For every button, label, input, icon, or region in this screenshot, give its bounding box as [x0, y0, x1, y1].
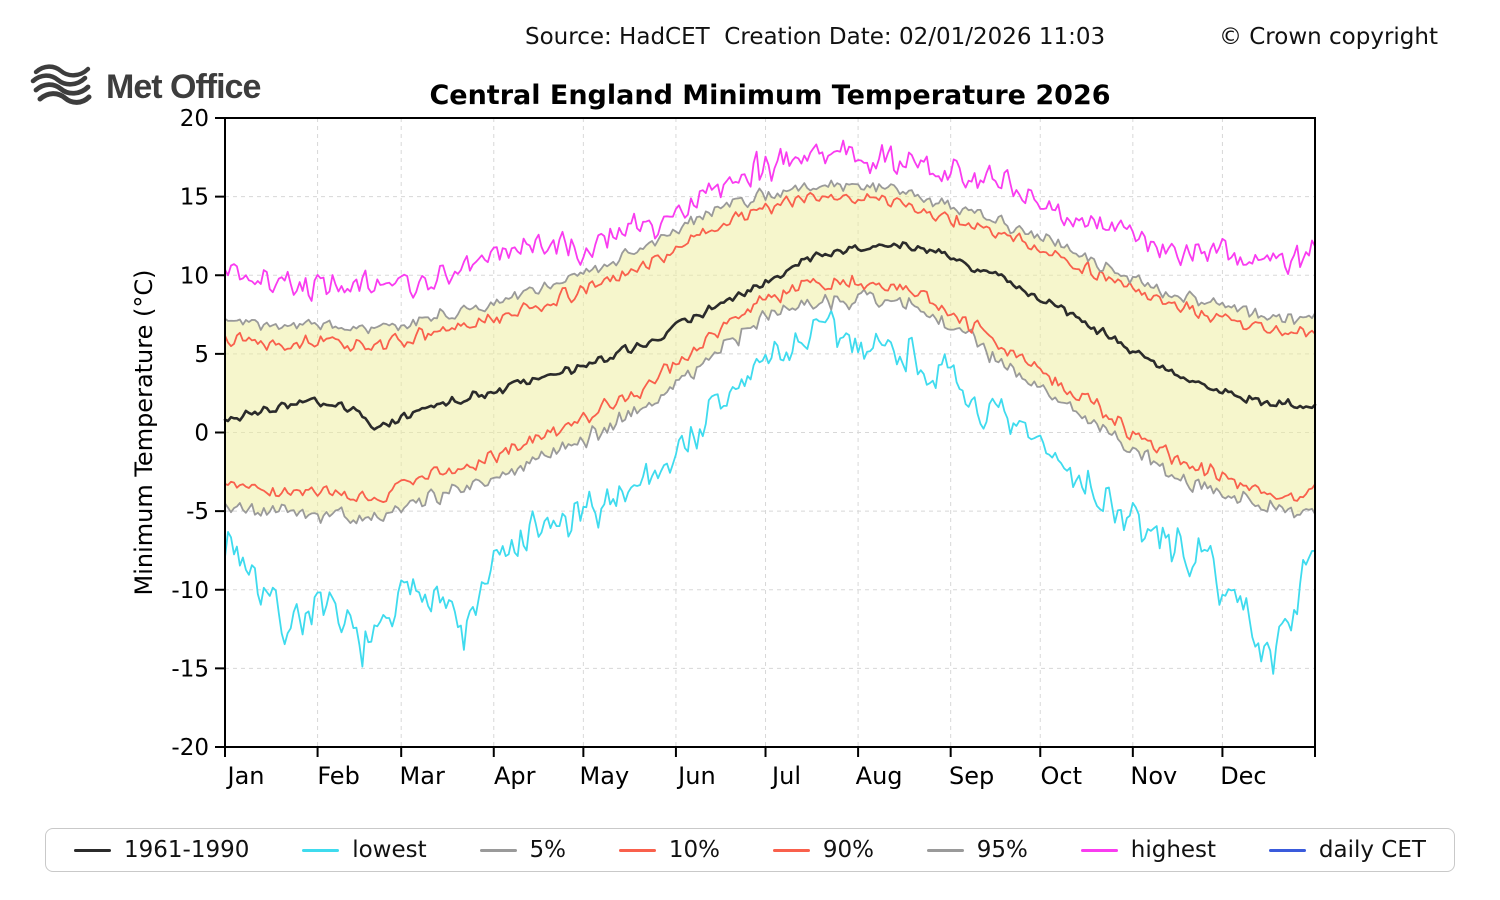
legend-item-95-: 95% — [926, 837, 1028, 863]
y-tick-label: -20 — [171, 735, 209, 761]
series-line-5- — [224, 288, 1316, 525]
x-tick-label: Nov — [1130, 762, 1177, 790]
legend-swatch-icon — [772, 848, 810, 852]
chart-canvas: -20 -15 -10 -5 0 5 10 15 20 Jan Feb Mar Apr May Jun Jul… — [130, 106, 1317, 790]
y-tick-label: -5 — [186, 499, 209, 525]
legend-item-label: lowest — [352, 837, 427, 863]
legend-item-label: daily CET — [1318, 837, 1426, 863]
legend-swatch-icon — [302, 848, 340, 852]
met-office-wave-icon — [30, 64, 92, 105]
legend-swatch-icon — [618, 848, 656, 852]
y-tick-label: -15 — [171, 656, 209, 682]
x-tick-label: Aug — [856, 762, 903, 790]
legend-item-lowest: lowest — [302, 837, 427, 863]
met-office-logo: Met Office — [30, 64, 261, 110]
x-tick-label: Dec — [1220, 762, 1266, 790]
x-tick-label: Jul — [770, 762, 801, 790]
y-tick-label: 0 — [194, 421, 209, 447]
y-tick-label: 10 — [180, 263, 209, 289]
x-tick-label: Feb — [317, 762, 360, 790]
y-tick-label: 5 — [194, 342, 209, 368]
y-tick-label: -10 — [171, 578, 209, 604]
x-axis — [224, 747, 1316, 757]
y-axis-label: Minimum Temperature (°C) — [130, 270, 158, 596]
met-office-logo-text: Met Office — [106, 67, 261, 106]
legend-swatch-icon — [479, 848, 517, 852]
x-tick-label: May — [580, 762, 630, 790]
legend-item-daily-cet: daily CET — [1268, 837, 1426, 863]
chart-title: Central England Minimum Temperature 2026 — [429, 80, 1111, 111]
legend-item-label: 95% — [976, 837, 1028, 863]
legend-item-5-: 5% — [479, 837, 567, 863]
legend-swatch-icon — [1268, 848, 1306, 852]
x-tick-label: Jan — [226, 762, 265, 790]
x-tick-label: Oct — [1041, 762, 1083, 790]
legend-item-label: 1961-1990 — [124, 837, 250, 863]
series-line-1961-1990 — [223, 241, 1317, 431]
series-line-95- — [224, 179, 1316, 335]
legend-swatch-icon — [926, 848, 964, 852]
legend-swatch-icon — [74, 848, 111, 852]
y-tick-label: 15 — [180, 185, 209, 211]
y-tick-label: 20 — [180, 106, 209, 132]
series-line-lowest — [224, 309, 1316, 675]
y-axis — [215, 117, 225, 748]
legend-swatch-icon — [1080, 848, 1118, 852]
legend-item-10-: 10% — [618, 837, 720, 863]
header-source-text: Source: HadCET Creation Date: 02/01/2026… — [525, 24, 1106, 50]
series-line-highest — [224, 139, 1316, 302]
legend-item-highest: highest — [1080, 837, 1217, 863]
legend-item-label: 10% — [668, 837, 720, 863]
percentile-band — [225, 180, 1315, 524]
header-copyright-text: © Crown copyright — [1218, 24, 1438, 50]
x-tick-label: Mar — [400, 762, 445, 790]
legend-item-90-: 90% — [772, 837, 874, 863]
legend-item-label: 5% — [529, 837, 567, 863]
x-tick-label: Apr — [494, 762, 536, 790]
series-line-10- — [224, 274, 1316, 503]
series-line-90- — [224, 192, 1316, 352]
x-tick-label: Sep — [949, 762, 994, 790]
chart-legend: 1961-1990 lowest 5% 10% 90% 95% highest daily C… — [45, 828, 1455, 872]
legend-item-1961-1990: 1961-1990 — [74, 837, 249, 863]
legend-item-label: highest — [1130, 837, 1217, 863]
x-tick-label: Jun — [676, 762, 716, 790]
legend-item-label: 90% — [822, 837, 874, 863]
